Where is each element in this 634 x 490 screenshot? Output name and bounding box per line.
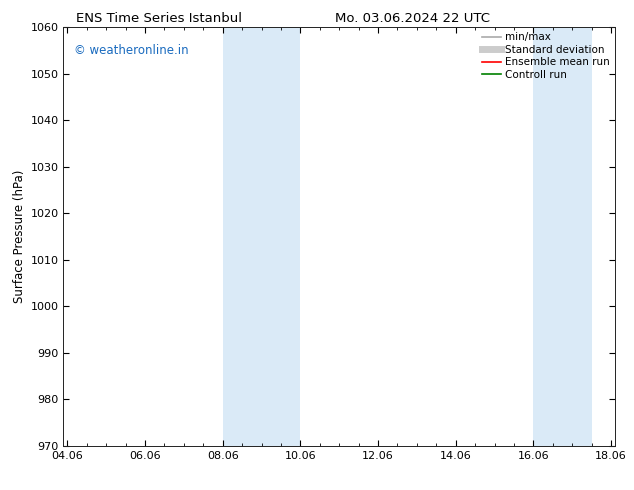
Text: ENS Time Series Istanbul: ENS Time Series Istanbul <box>75 12 242 25</box>
Legend: min/max, Standard deviation, Ensemble mean run, Controll run: min/max, Standard deviation, Ensemble me… <box>480 30 612 82</box>
Bar <box>533 27 592 446</box>
Bar <box>223 27 301 446</box>
Y-axis label: Surface Pressure (hPa): Surface Pressure (hPa) <box>13 170 26 303</box>
Text: © weatheronline.in: © weatheronline.in <box>74 44 189 57</box>
Text: Mo. 03.06.2024 22 UTC: Mo. 03.06.2024 22 UTC <box>335 12 489 25</box>
